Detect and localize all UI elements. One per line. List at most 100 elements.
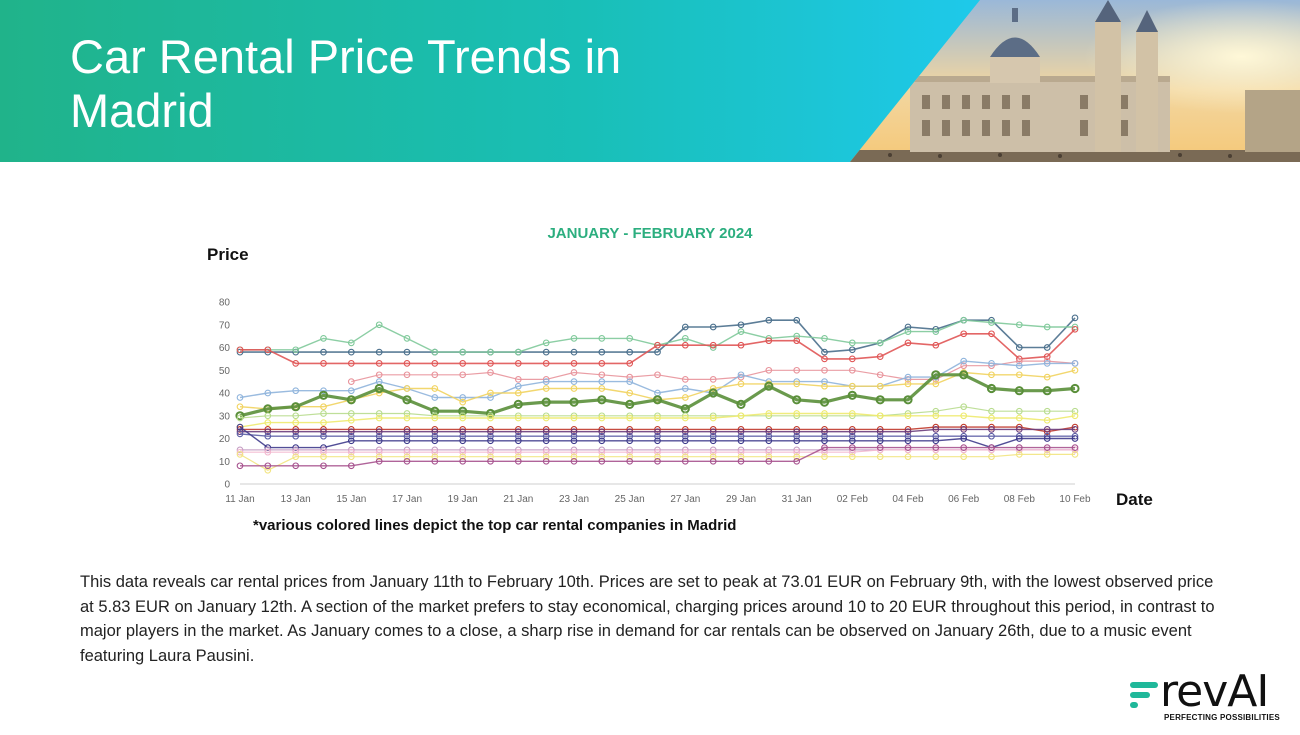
data-point [848, 339, 856, 347]
data-point [292, 419, 300, 426]
data-point [681, 437, 689, 445]
data-point [514, 448, 522, 456]
data-point [542, 414, 550, 422]
data-point [1015, 426, 1023, 433]
data-point [347, 437, 355, 445]
data-point [542, 360, 550, 367]
data-point [626, 453, 634, 461]
data-point [403, 410, 411, 417]
data-point [681, 453, 689, 461]
data-point [765, 453, 773, 461]
data-point [765, 316, 773, 324]
data-point [487, 437, 494, 445]
data-point [960, 412, 968, 420]
data-point [292, 412, 300, 420]
data-point [708, 388, 718, 398]
series-line [240, 446, 1075, 467]
data-point [570, 437, 578, 445]
data-point [570, 335, 578, 342]
data-point [1015, 371, 1023, 379]
data-point [904, 428, 912, 436]
data-point [932, 444, 940, 451]
data-point [736, 399, 746, 410]
data-point [347, 387, 355, 395]
data-point [459, 457, 467, 465]
data-point [681, 448, 689, 456]
data-point [765, 432, 773, 440]
data-point [681, 394, 689, 401]
data-point [793, 316, 801, 324]
data-point [1043, 444, 1051, 451]
data-point [514, 428, 522, 436]
data-point [988, 432, 995, 440]
data-point [709, 385, 717, 392]
data-point [375, 448, 383, 456]
data-point [988, 453, 995, 461]
data-point [626, 389, 634, 397]
data-point [459, 398, 467, 406]
data-point [542, 339, 550, 347]
data-point [514, 389, 522, 397]
data-point [236, 462, 244, 470]
data-point [681, 432, 689, 440]
data-point [487, 348, 494, 356]
data-point [487, 448, 494, 456]
data-point [570, 348, 578, 356]
series-11 [236, 426, 1079, 436]
data-point [1043, 323, 1051, 331]
series-line [239, 433, 1075, 437]
data-point [431, 371, 439, 379]
data-point [320, 428, 327, 436]
data-point [932, 407, 940, 415]
series-line [239, 406, 1075, 419]
price-line-chart: 0 10 20 30 40 50 60 70 80 11 Jan 13 Jan 15 Jan 17 Ja… [219, 298, 1091, 506]
data-point [821, 428, 828, 436]
data-point [654, 457, 661, 465]
x-tick-label: 21 Jan [503, 494, 533, 505]
series-4 [347, 357, 1079, 385]
data-point [347, 453, 355, 461]
data-point [570, 414, 578, 422]
data-point [709, 448, 717, 456]
series-line [239, 373, 1076, 418]
x-tick-label: 08 Feb [1004, 494, 1036, 505]
data-point [375, 321, 383, 329]
data-point [793, 432, 801, 440]
data-point [626, 373, 634, 381]
data-point [347, 378, 355, 385]
x-tick-label: 10 Feb [1059, 494, 1091, 505]
data-point [793, 380, 801, 388]
data-point [514, 414, 522, 422]
data-point [709, 453, 717, 461]
data-point [654, 432, 661, 440]
data-point [1071, 407, 1079, 415]
data-point [570, 432, 578, 440]
data-point [932, 453, 940, 461]
data-point [737, 341, 745, 349]
data-point [542, 453, 550, 461]
data-point [709, 414, 717, 422]
data-point [904, 323, 912, 331]
data-point [318, 390, 329, 400]
x-tick-label: 15 Jan [336, 494, 366, 505]
data-point [765, 437, 773, 445]
y-tick-label: 80 [219, 298, 231, 309]
data-point [1043, 373, 1051, 381]
data-point [431, 414, 439, 422]
data-point [876, 339, 884, 347]
data-point [403, 360, 411, 367]
data-point [626, 335, 634, 342]
data-point [988, 319, 995, 326]
logo-tagline: PERFECTING POSSIBILITIES [1164, 713, 1280, 722]
y-tick-label: 50 [219, 366, 231, 377]
data-point [375, 428, 383, 436]
data-point [292, 387, 300, 395]
data-point [681, 428, 689, 436]
data-point [320, 462, 327, 470]
data-point [904, 373, 912, 381]
data-point [403, 335, 411, 342]
data-point [598, 385, 606, 392]
y-tick-label: 60 [219, 343, 231, 354]
data-point [1015, 414, 1023, 422]
data-point [1071, 444, 1079, 451]
